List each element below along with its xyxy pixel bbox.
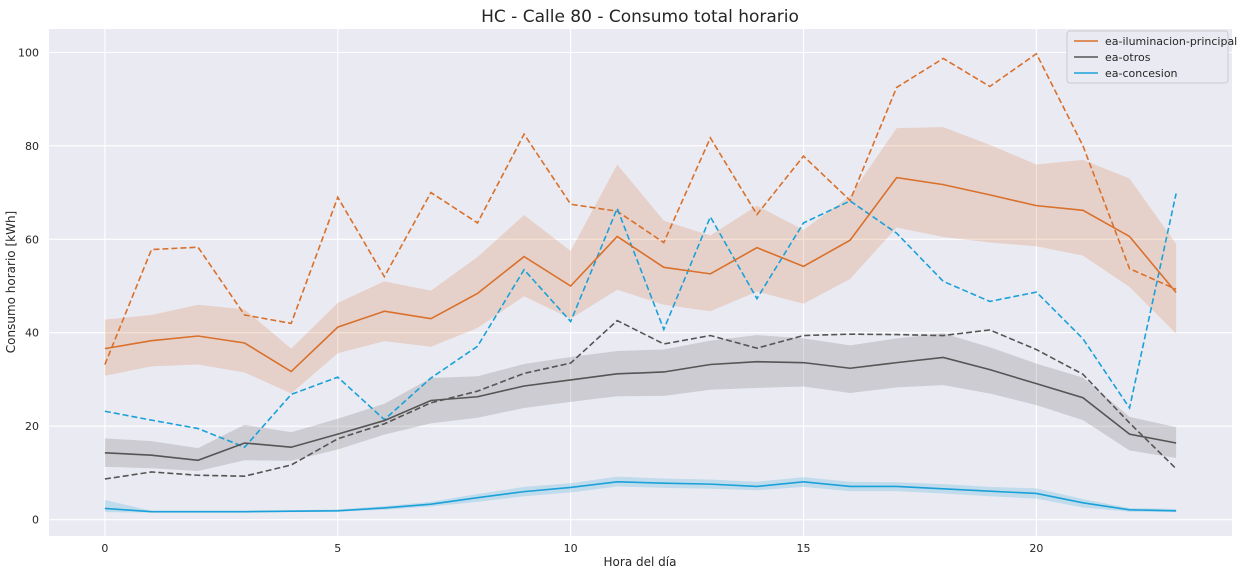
- reference-line-concesion: [104, 193, 1177, 449]
- chart-title: HC - Calle 80 - Consumo total horario: [481, 7, 799, 27]
- reference-line-iluminacion: [104, 52, 1177, 365]
- y-axis-ticks: 0 20 40 60 80 100: [18, 46, 39, 526]
- reference-lines: [104, 52, 1177, 480]
- ci-band-concesion: [104, 476, 1177, 513]
- y-tick-label: 40: [25, 327, 39, 340]
- legend-label-otros: ea-otros: [1105, 51, 1151, 64]
- x-tick-label: 5: [334, 542, 341, 555]
- x-tick-label: 20: [1029, 542, 1043, 555]
- legend: ea-iluminacion-principal ea-otros ea-con…: [1066, 30, 1237, 84]
- mean-line-concesion: [104, 480, 1177, 513]
- y-tick-label: 60: [25, 233, 39, 246]
- y-tick-label: 100: [18, 46, 39, 59]
- y-tick-label: 80: [25, 140, 39, 153]
- mean-line-otros: [104, 356, 1177, 462]
- x-tick-label: 0: [101, 542, 108, 555]
- legend-label-iluminacion: ea-iluminacion-principal: [1105, 35, 1237, 48]
- reference-line-otros: [104, 319, 1177, 480]
- x-axis-ticks: 0 5 10 15 20: [101, 542, 1043, 555]
- legend-label-concesion: ea-concesion: [1105, 67, 1178, 80]
- y-tick-label: 0: [32, 514, 39, 527]
- grid: [49, 29, 1232, 536]
- ci-band-iluminacion: [104, 127, 1177, 394]
- confidence-bands: [104, 127, 1177, 513]
- plot-background: [49, 29, 1232, 536]
- x-tick-label: 10: [564, 542, 578, 555]
- mean-line-iluminacion: [104, 176, 1177, 373]
- x-axis-label: Hora del día: [604, 555, 677, 569]
- y-axis-label: Consumo horario [kWh]: [4, 211, 18, 353]
- legend-box: [1066, 30, 1229, 84]
- ci-band-otros: [104, 333, 1177, 472]
- y-tick-label: 20: [25, 420, 39, 433]
- mean-lines: [104, 176, 1177, 513]
- x-tick-label: 15: [797, 542, 811, 555]
